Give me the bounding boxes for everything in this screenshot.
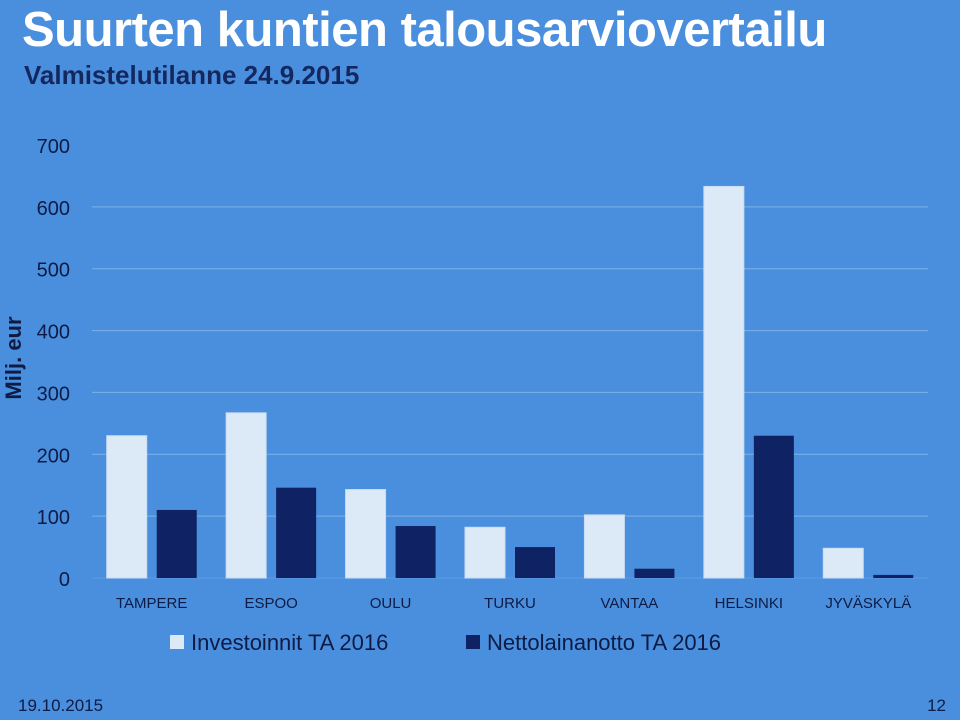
bar-investoinnit	[345, 489, 387, 579]
x-category-label: ESPOO	[244, 595, 297, 612]
bars	[106, 185, 914, 579]
bar-nettolainanotto	[753, 435, 794, 578]
y-tick-label: 300	[37, 383, 70, 405]
bar-investoinnit	[464, 526, 506, 579]
bar-nettolainanotto	[515, 547, 555, 578]
x-category-label: OULU	[370, 595, 412, 612]
y-tick-label: 700	[37, 136, 70, 158]
bar-nettolainanotto	[634, 568, 675, 578]
x-category-label: TAMPERE	[116, 595, 187, 612]
bar-nettolainanotto	[276, 487, 317, 578]
legend-label: Nettolainanotto TA 2016	[487, 630, 721, 655]
y-axis-ticks: 0 100 200 300 400 500 600 700	[37, 136, 70, 591]
legend: Investoinnit TA 2016 Nettolainanotto TA 2…	[170, 630, 721, 655]
y-tick-label: 200	[37, 445, 70, 467]
y-tick-label: 400	[37, 322, 70, 344]
y-axis-label: Milj. eur	[1, 316, 26, 400]
y-tick-label: 500	[37, 260, 70, 282]
bar-investoinnit	[703, 185, 745, 579]
bar-investoinnit	[106, 435, 148, 579]
bar-investoinnit	[225, 412, 267, 579]
legend-swatch	[170, 635, 184, 649]
x-category-label: HELSINKI	[715, 595, 783, 612]
x-category-label: VANTAA	[601, 595, 659, 612]
y-tick-label: 0	[59, 569, 70, 591]
bar-nettolainanotto	[156, 509, 197, 578]
page-title: Suurten kuntien talousarviovertailu	[22, 3, 827, 57]
page-subtitle: Valmistelutilanne 24.9.2015	[24, 60, 360, 90]
x-category-label: TURKU	[484, 595, 536, 612]
x-axis-categories: TAMPERE ESPOO OULU TURKU VANTAA HELSINKI JYVÄS…	[116, 595, 911, 612]
legend-label: Investoinnit TA 2016	[191, 630, 388, 655]
bar-nettolainanotto	[395, 526, 436, 578]
page-number: 12	[927, 696, 946, 715]
y-tick-label: 100	[37, 507, 70, 529]
y-tick-label: 600	[37, 198, 70, 220]
x-category-label: JYVÄSKYLÄ	[825, 595, 911, 612]
bar-investoinnit	[822, 547, 864, 579]
footer-date: 19.10.2015	[18, 696, 104, 715]
legend-swatch	[466, 635, 480, 649]
gridlines	[92, 206, 928, 579]
bar-investoinnit	[583, 514, 625, 579]
bar-nettolainanotto	[873, 574, 914, 578]
bar-chart: 0 100 200 300 400 500 600 700 Milj. eur TAMPERE…	[1, 136, 928, 655]
